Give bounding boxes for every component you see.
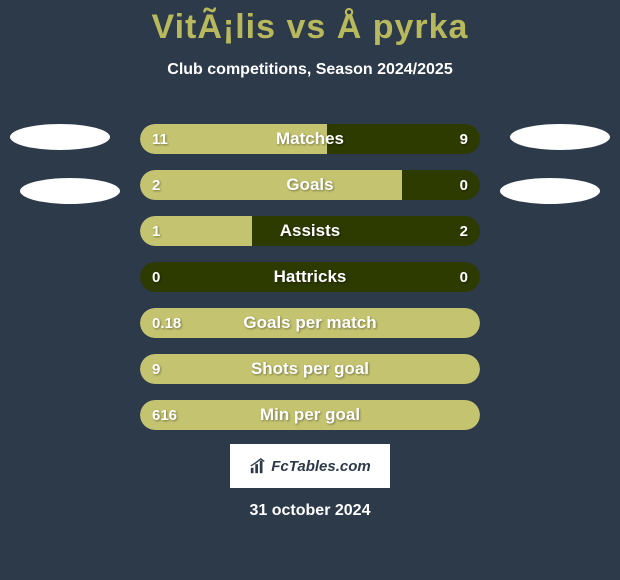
stat-value-left: 0 <box>152 262 160 292</box>
stat-label: Min per goal <box>140 400 480 430</box>
stat-value-left: 2 <box>152 170 160 200</box>
logo-text: FcTables.com <box>271 458 370 475</box>
stat-label: Shots per goal <box>140 354 480 384</box>
stat-row: Shots per goal9 <box>140 354 480 384</box>
stat-value-left: 616 <box>152 400 177 430</box>
stat-value-right: 0 <box>460 262 468 292</box>
stat-label: Goals <box>140 170 480 200</box>
logo: FcTables.com <box>249 457 370 475</box>
stat-value-right: 0 <box>460 170 468 200</box>
player-badge-right-top <box>510 124 610 150</box>
stat-value-left: 0.18 <box>152 308 181 338</box>
player-badge-right-bottom <box>500 178 600 204</box>
stat-row: Matches11 9 <box>140 124 480 154</box>
stat-label: Goals per match <box>140 308 480 338</box>
subtitle: Club competitions, Season 2024/2025 <box>0 61 620 79</box>
stat-label: Assists <box>140 216 480 246</box>
stat-value-left: 9 <box>152 354 160 384</box>
player-badge-left-bottom <box>20 178 120 204</box>
stat-row: Min per goal616 <box>140 400 480 430</box>
stat-row: Goals per match0.18 <box>140 308 480 338</box>
date-label: 31 october 2024 <box>0 502 620 520</box>
stat-value-right: 9 <box>460 124 468 154</box>
stat-value-left: 1 <box>152 216 160 246</box>
stats-bars: Matches119Goals20Assists12Hattricks00Goa… <box>140 124 480 446</box>
stat-label: Matches <box>140 124 480 154</box>
chart-icon <box>249 457 267 475</box>
stat-value-left: 11 <box>152 124 168 154</box>
stat-row: Hattricks0 0 <box>140 262 480 292</box>
player-badge-left-top <box>10 124 110 150</box>
stat-row: Assists1 2 <box>140 216 480 246</box>
stat-row: Goals2 0 <box>140 170 480 200</box>
page-title: VitÃ¡lis vs Å pyrka <box>0 0 620 47</box>
stat-value-right: 2 <box>460 216 468 246</box>
logo-box: FcTables.com <box>230 444 390 488</box>
stat-label: Hattricks <box>140 262 480 292</box>
